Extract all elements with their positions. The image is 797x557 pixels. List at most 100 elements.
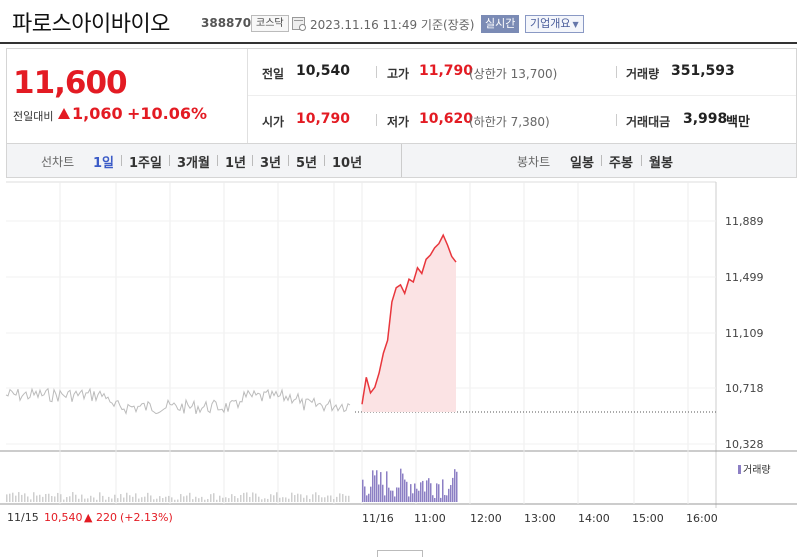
volume-bar-previous bbox=[159, 496, 161, 502]
volume-bar-today bbox=[416, 488, 418, 502]
volume-bar-previous bbox=[276, 492, 278, 502]
divider bbox=[121, 155, 122, 166]
high-value: 11,790 bbox=[419, 63, 474, 79]
realtime-button[interactable]: 실시간 bbox=[481, 15, 520, 33]
volume-bar-previous bbox=[75, 494, 77, 502]
volume-bar-previous bbox=[66, 497, 68, 502]
prev-change-footer: 220 bbox=[96, 511, 117, 524]
period-10y[interactable]: 10년 bbox=[332, 156, 363, 171]
volume-bar-previous bbox=[111, 498, 113, 502]
divider bbox=[169, 155, 170, 166]
low-label: 저가 bbox=[387, 115, 410, 129]
divider bbox=[288, 155, 289, 166]
change-amount: 1,060 bbox=[72, 104, 123, 123]
open-value: 10,790 bbox=[296, 111, 351, 127]
volume-bar-previous bbox=[294, 495, 296, 502]
up-arrow-icon bbox=[58, 108, 70, 119]
chart-expand-handle[interactable] bbox=[377, 550, 423, 557]
y-tick-label: 11,109 bbox=[725, 327, 764, 340]
company-info-dropdown[interactable]: 기업개요 ▼ bbox=[525, 15, 584, 33]
volume-bar-previous bbox=[21, 494, 23, 502]
volume-bar-today bbox=[372, 470, 374, 502]
divider bbox=[376, 114, 377, 126]
volume-bar-previous bbox=[336, 496, 338, 502]
stock-code: 388870 bbox=[201, 16, 252, 30]
volume-bar-previous bbox=[114, 494, 116, 502]
volume-bar-previous bbox=[264, 498, 266, 502]
volume-bar-previous bbox=[78, 498, 80, 502]
amount-label: 거래대금 bbox=[626, 115, 671, 129]
period-1w[interactable]: 1주일 bbox=[129, 156, 162, 171]
volume-bar-previous bbox=[153, 499, 155, 502]
volume-bar-today bbox=[362, 479, 364, 502]
volume-bar-today bbox=[392, 490, 394, 502]
volume-bar-previous bbox=[6, 494, 8, 502]
candle-weekly[interactable]: 주봉 bbox=[609, 156, 633, 171]
volume-bar-previous bbox=[105, 499, 107, 502]
volume-bar-previous bbox=[249, 496, 251, 502]
divider bbox=[324, 155, 325, 166]
volume-bar-previous bbox=[333, 499, 335, 502]
volume-bar-previous bbox=[72, 492, 74, 502]
x-tick-label: 12:00 bbox=[470, 512, 502, 525]
volume-bar-previous bbox=[138, 498, 140, 502]
volume-bar-previous bbox=[189, 492, 191, 502]
market-badge: 코스닥 bbox=[251, 15, 289, 32]
volume-bar-previous bbox=[9, 493, 11, 502]
volume-bar-previous bbox=[33, 492, 35, 502]
volume-bar-previous bbox=[144, 496, 146, 502]
volume-bar-today bbox=[368, 493, 370, 502]
period-3y[interactable]: 3년 bbox=[260, 156, 282, 171]
volume-bar-today bbox=[374, 475, 376, 502]
volume-bar-today bbox=[370, 486, 372, 502]
volume-bar-today bbox=[430, 483, 432, 502]
period-5y[interactable]: 5년 bbox=[296, 156, 318, 171]
volume-bar-today bbox=[364, 486, 366, 502]
volume-bar-previous bbox=[204, 499, 206, 502]
candle-monthly[interactable]: 월봉 bbox=[649, 156, 673, 171]
period-1d[interactable]: 1일 bbox=[93, 156, 115, 171]
volume-bar-previous bbox=[177, 499, 179, 502]
volume-bar-previous bbox=[60, 494, 62, 502]
volume-label: 거래량 bbox=[626, 67, 660, 81]
volume-bar-previous bbox=[252, 492, 254, 502]
volume-bar-previous bbox=[90, 495, 92, 502]
volume-bar-previous bbox=[291, 492, 293, 502]
volume-bar-previous bbox=[174, 499, 176, 502]
quote-panel: 11,600 전일대비 1,060 +10.06% 전일 10,540 고가 1… bbox=[6, 48, 797, 144]
volume-bar-previous bbox=[330, 495, 332, 502]
volume-bar-previous bbox=[339, 493, 341, 502]
volume-bar-today bbox=[386, 471, 388, 502]
volume-bar-previous bbox=[39, 494, 41, 502]
up-arrow-icon: ▲ bbox=[84, 511, 93, 524]
period-1y[interactable]: 1년 bbox=[225, 156, 247, 171]
volume-bar-today bbox=[454, 469, 456, 502]
candle-daily[interactable]: 일봉 bbox=[570, 156, 594, 171]
volume-bar-previous bbox=[210, 494, 212, 502]
volume-bar-today bbox=[410, 484, 412, 502]
volume-bar-previous bbox=[96, 499, 98, 502]
volume-bar-today bbox=[428, 478, 430, 502]
volume-bar-previous bbox=[108, 496, 110, 502]
volume-bar-previous bbox=[342, 494, 344, 502]
divider bbox=[252, 155, 253, 166]
volume-bar-today bbox=[412, 493, 414, 502]
x-tick-label: 13:00 bbox=[524, 512, 556, 525]
chart-period-toolbar: 선차트 1일 1주일 3개월 1년 3년 5년 10년 봉차트 일봉 주봉 월봉 bbox=[6, 144, 797, 178]
change-label: 전일대비 bbox=[13, 110, 54, 123]
volume-bar-today bbox=[402, 473, 404, 502]
candle-chart-label: 봉차트 bbox=[517, 155, 551, 169]
period-3m[interactable]: 3개월 bbox=[177, 156, 210, 171]
line-chart-label: 선차트 bbox=[41, 155, 75, 169]
x-tick-label: 11:00 bbox=[414, 512, 446, 525]
volume-bar-previous bbox=[36, 495, 38, 502]
volume-bar-previous bbox=[297, 493, 299, 502]
volume-bar-today bbox=[448, 488, 450, 502]
x-tick-label: 14:00 bbox=[578, 512, 610, 525]
volume-bar-previous bbox=[255, 493, 257, 502]
quote-divider bbox=[247, 49, 248, 143]
volume-bar-today bbox=[426, 480, 428, 502]
volume-bar-today bbox=[434, 497, 436, 502]
volume-bar-previous bbox=[273, 495, 275, 502]
company-info-label: 기업개요 bbox=[530, 17, 571, 30]
